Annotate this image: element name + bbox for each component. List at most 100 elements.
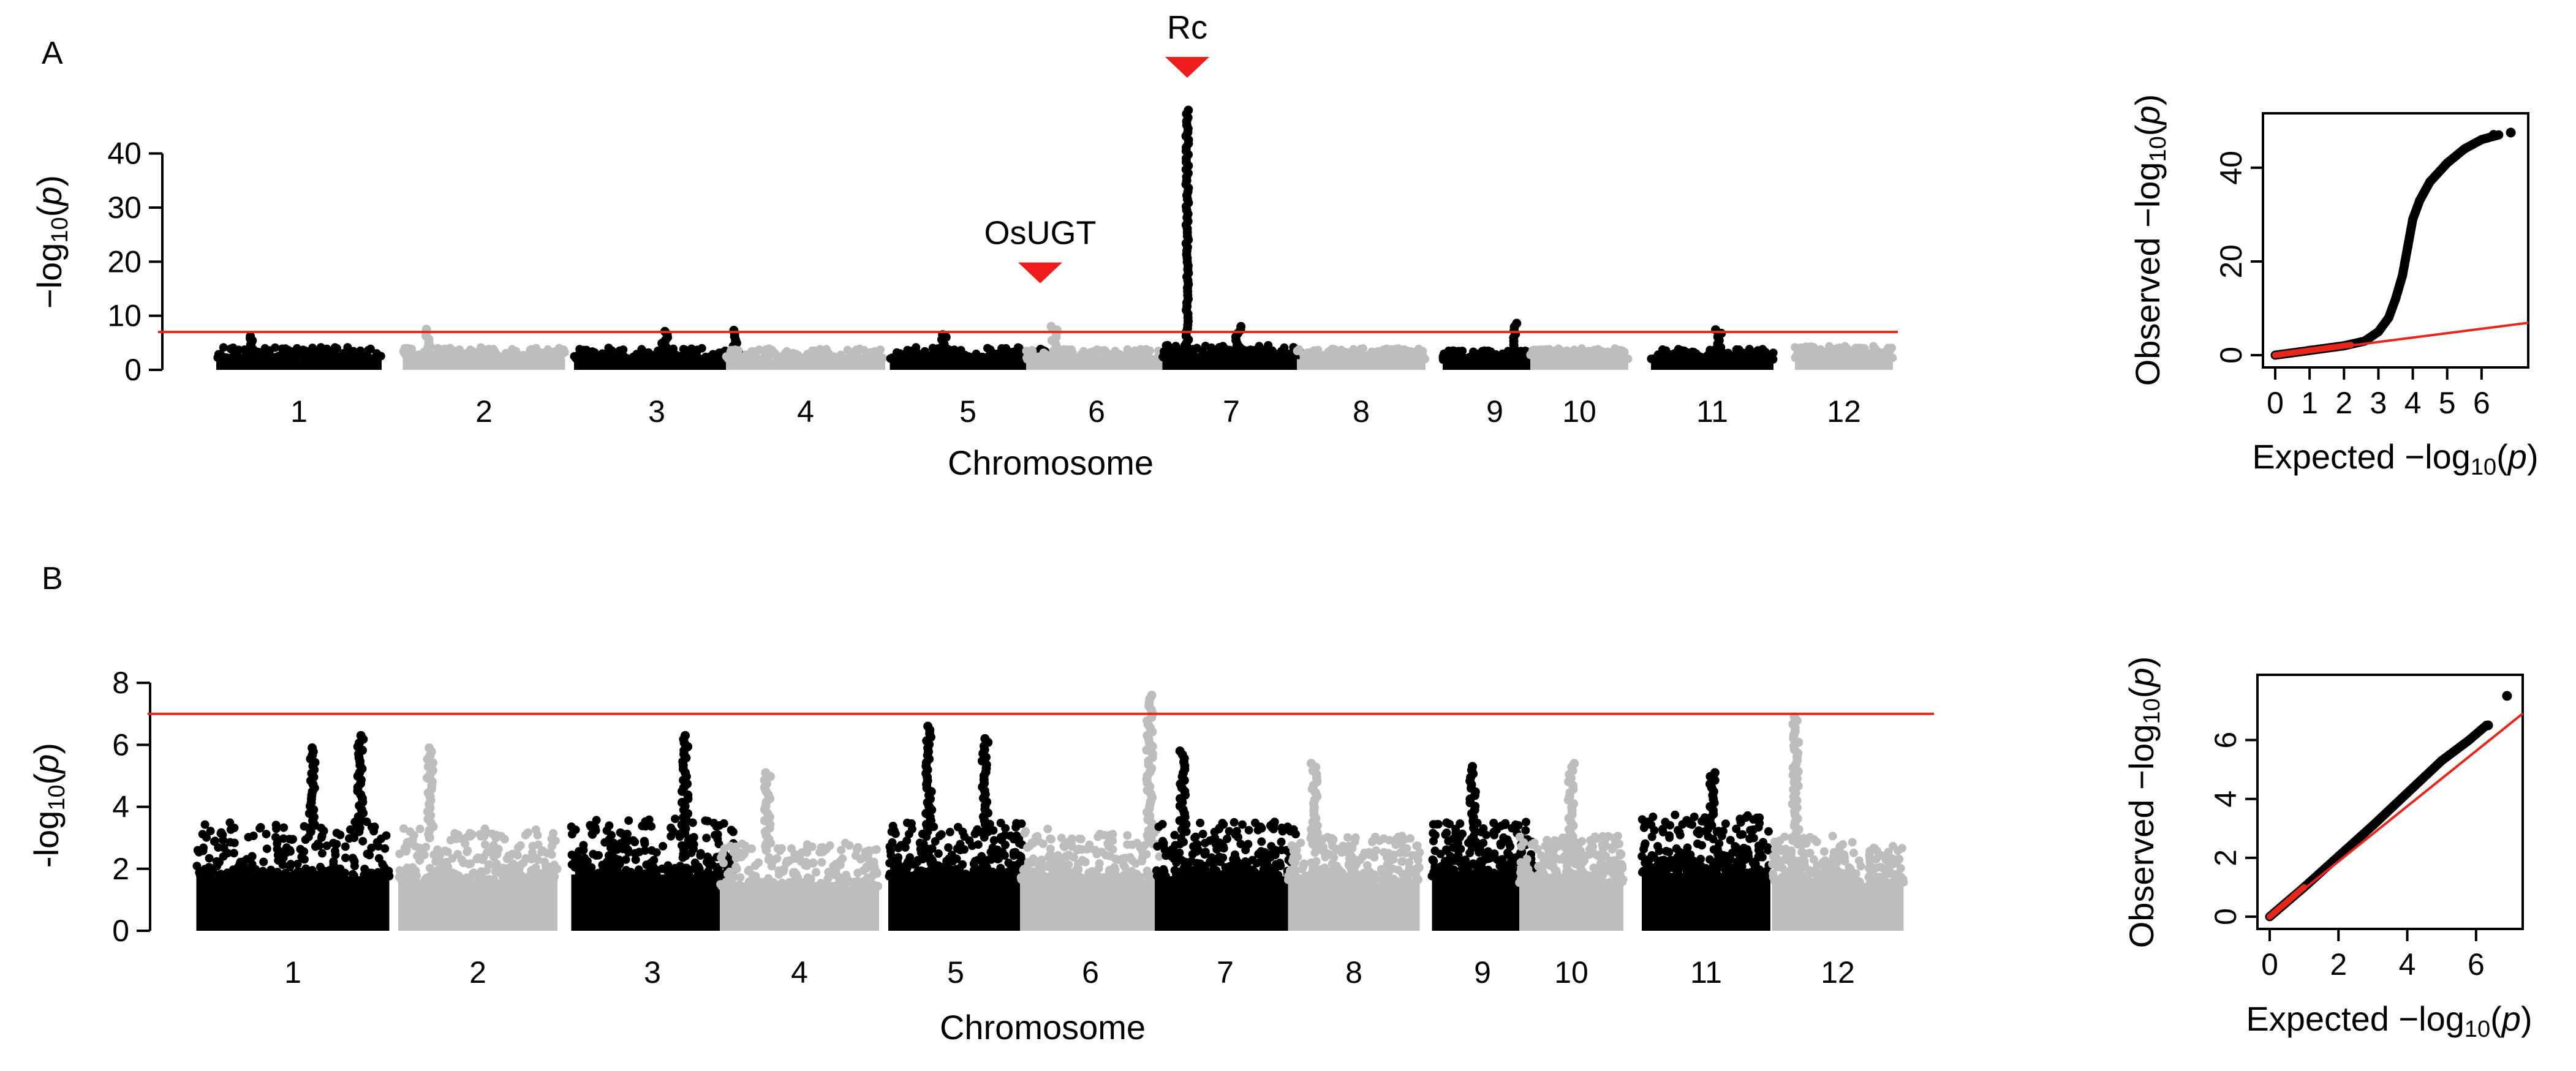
x-axis-label-a: Chromosome (948, 443, 1154, 482)
snp-point-a (1203, 352, 1212, 361)
x-tick-label-a: 1 (290, 394, 308, 429)
snp-point-a (896, 349, 905, 358)
snp-point-b (214, 843, 223, 852)
snp-point-a (1577, 344, 1586, 353)
snp-point-a (783, 353, 792, 361)
snp-point-b (750, 861, 760, 870)
snp-point-b (702, 833, 711, 843)
snp-point-b (1394, 865, 1403, 874)
snp-point-b (367, 822, 376, 832)
snp-point-b (1194, 845, 1203, 854)
snp-point-a (723, 355, 733, 364)
snp-point-a (1059, 355, 1068, 364)
snp-point-b (894, 853, 903, 862)
snp-point-b (624, 845, 633, 854)
snp-point-b (421, 843, 431, 852)
snp-point-b (467, 830, 477, 839)
snp-point-b (787, 844, 796, 853)
peak-point-b (923, 721, 933, 731)
snp-point-b (1127, 855, 1136, 865)
snp-point-a (1340, 353, 1349, 362)
snp-point-b (1413, 841, 1422, 850)
snp-point-b (437, 860, 447, 869)
snp-point-a (1734, 345, 1743, 354)
snp-point-a (855, 344, 864, 353)
snp-point-b (1033, 857, 1043, 866)
snp-point-a (328, 348, 337, 358)
snp-point-a (1369, 355, 1378, 364)
snp-point-b (810, 882, 819, 890)
snp-point-b (1350, 837, 1359, 846)
snp-point-a (1541, 355, 1550, 364)
snp-point-b (818, 847, 828, 857)
peak-point-a (729, 326, 739, 335)
snp-point-a (1384, 345, 1393, 354)
annotation-marker-rc (1165, 57, 1209, 78)
snp-point-b (632, 870, 641, 879)
snp-point-b (399, 824, 408, 833)
snp-point-b (1440, 869, 1449, 878)
snp-point-b (605, 851, 613, 860)
snp-point-b (1397, 832, 1407, 841)
snp-point-b (500, 835, 509, 844)
qq-point-a (2506, 127, 2516, 138)
snp-point-b (1429, 820, 1438, 829)
snp-point-b (896, 841, 905, 850)
snp-point-b (1093, 874, 1103, 883)
snp-point-b (1257, 837, 1266, 846)
snp-point-a (1221, 345, 1230, 354)
snp-point-a (1164, 349, 1173, 358)
snp-point-a (1005, 354, 1014, 363)
snp-point-b (908, 860, 918, 869)
snp-point-b (1321, 852, 1330, 862)
snp-point-b (1154, 871, 1163, 881)
snp-point-b (278, 871, 287, 881)
snp-point-a (837, 355, 846, 364)
snp-point-a (308, 344, 317, 353)
snp-point-b (1521, 826, 1530, 835)
chromosome-band-b (720, 886, 879, 931)
snp-point-b (499, 875, 508, 884)
snp-point-a (362, 348, 371, 357)
snp-point-a (1211, 353, 1220, 362)
snp-point-b (1476, 857, 1485, 866)
snp-point-a (1245, 351, 1255, 360)
snp-point-b (1384, 849, 1393, 858)
panel-label-a: A (42, 36, 63, 71)
qq-x-tick-label-a: 3 (2370, 386, 2387, 420)
snp-point-b (970, 829, 980, 838)
snp-point-b (1430, 846, 1440, 855)
snp-point-b (1211, 833, 1220, 843)
qq-y-label-a: Observed −log10(p) (2128, 94, 2171, 386)
snp-point-a (1089, 351, 1098, 360)
chromosome-4-points-a (722, 344, 887, 370)
snp-point-b (1236, 840, 1245, 849)
snp-point-b (212, 857, 221, 866)
snp-point-b (944, 843, 953, 852)
snp-point-b (679, 849, 688, 859)
snp-point-a (407, 349, 416, 358)
snp-point-a (251, 354, 260, 363)
snp-point-b (448, 854, 457, 863)
chromosome-3-points-a (570, 326, 743, 370)
peak-point-b (308, 743, 317, 753)
snp-point-b (1047, 835, 1056, 844)
snp-point-b (236, 860, 246, 870)
snp-point-b (508, 875, 518, 884)
snp-point-b (926, 857, 935, 865)
snp-point-a (1515, 355, 1524, 364)
snp-point-b (413, 851, 422, 860)
snp-point-a (1568, 353, 1577, 363)
snp-point-a (843, 345, 852, 355)
snp-point-a (1607, 354, 1616, 363)
snp-point-b (1315, 873, 1324, 882)
snp-point-a (1448, 355, 1457, 364)
snp-point-a (1070, 355, 1079, 364)
snp-point-b (1044, 852, 1054, 861)
snp-point-b (1475, 865, 1484, 874)
snp-point-b (341, 842, 350, 851)
snp-point-a (937, 354, 946, 363)
snp-point-b (1229, 855, 1238, 864)
snp-point-a (829, 352, 838, 361)
